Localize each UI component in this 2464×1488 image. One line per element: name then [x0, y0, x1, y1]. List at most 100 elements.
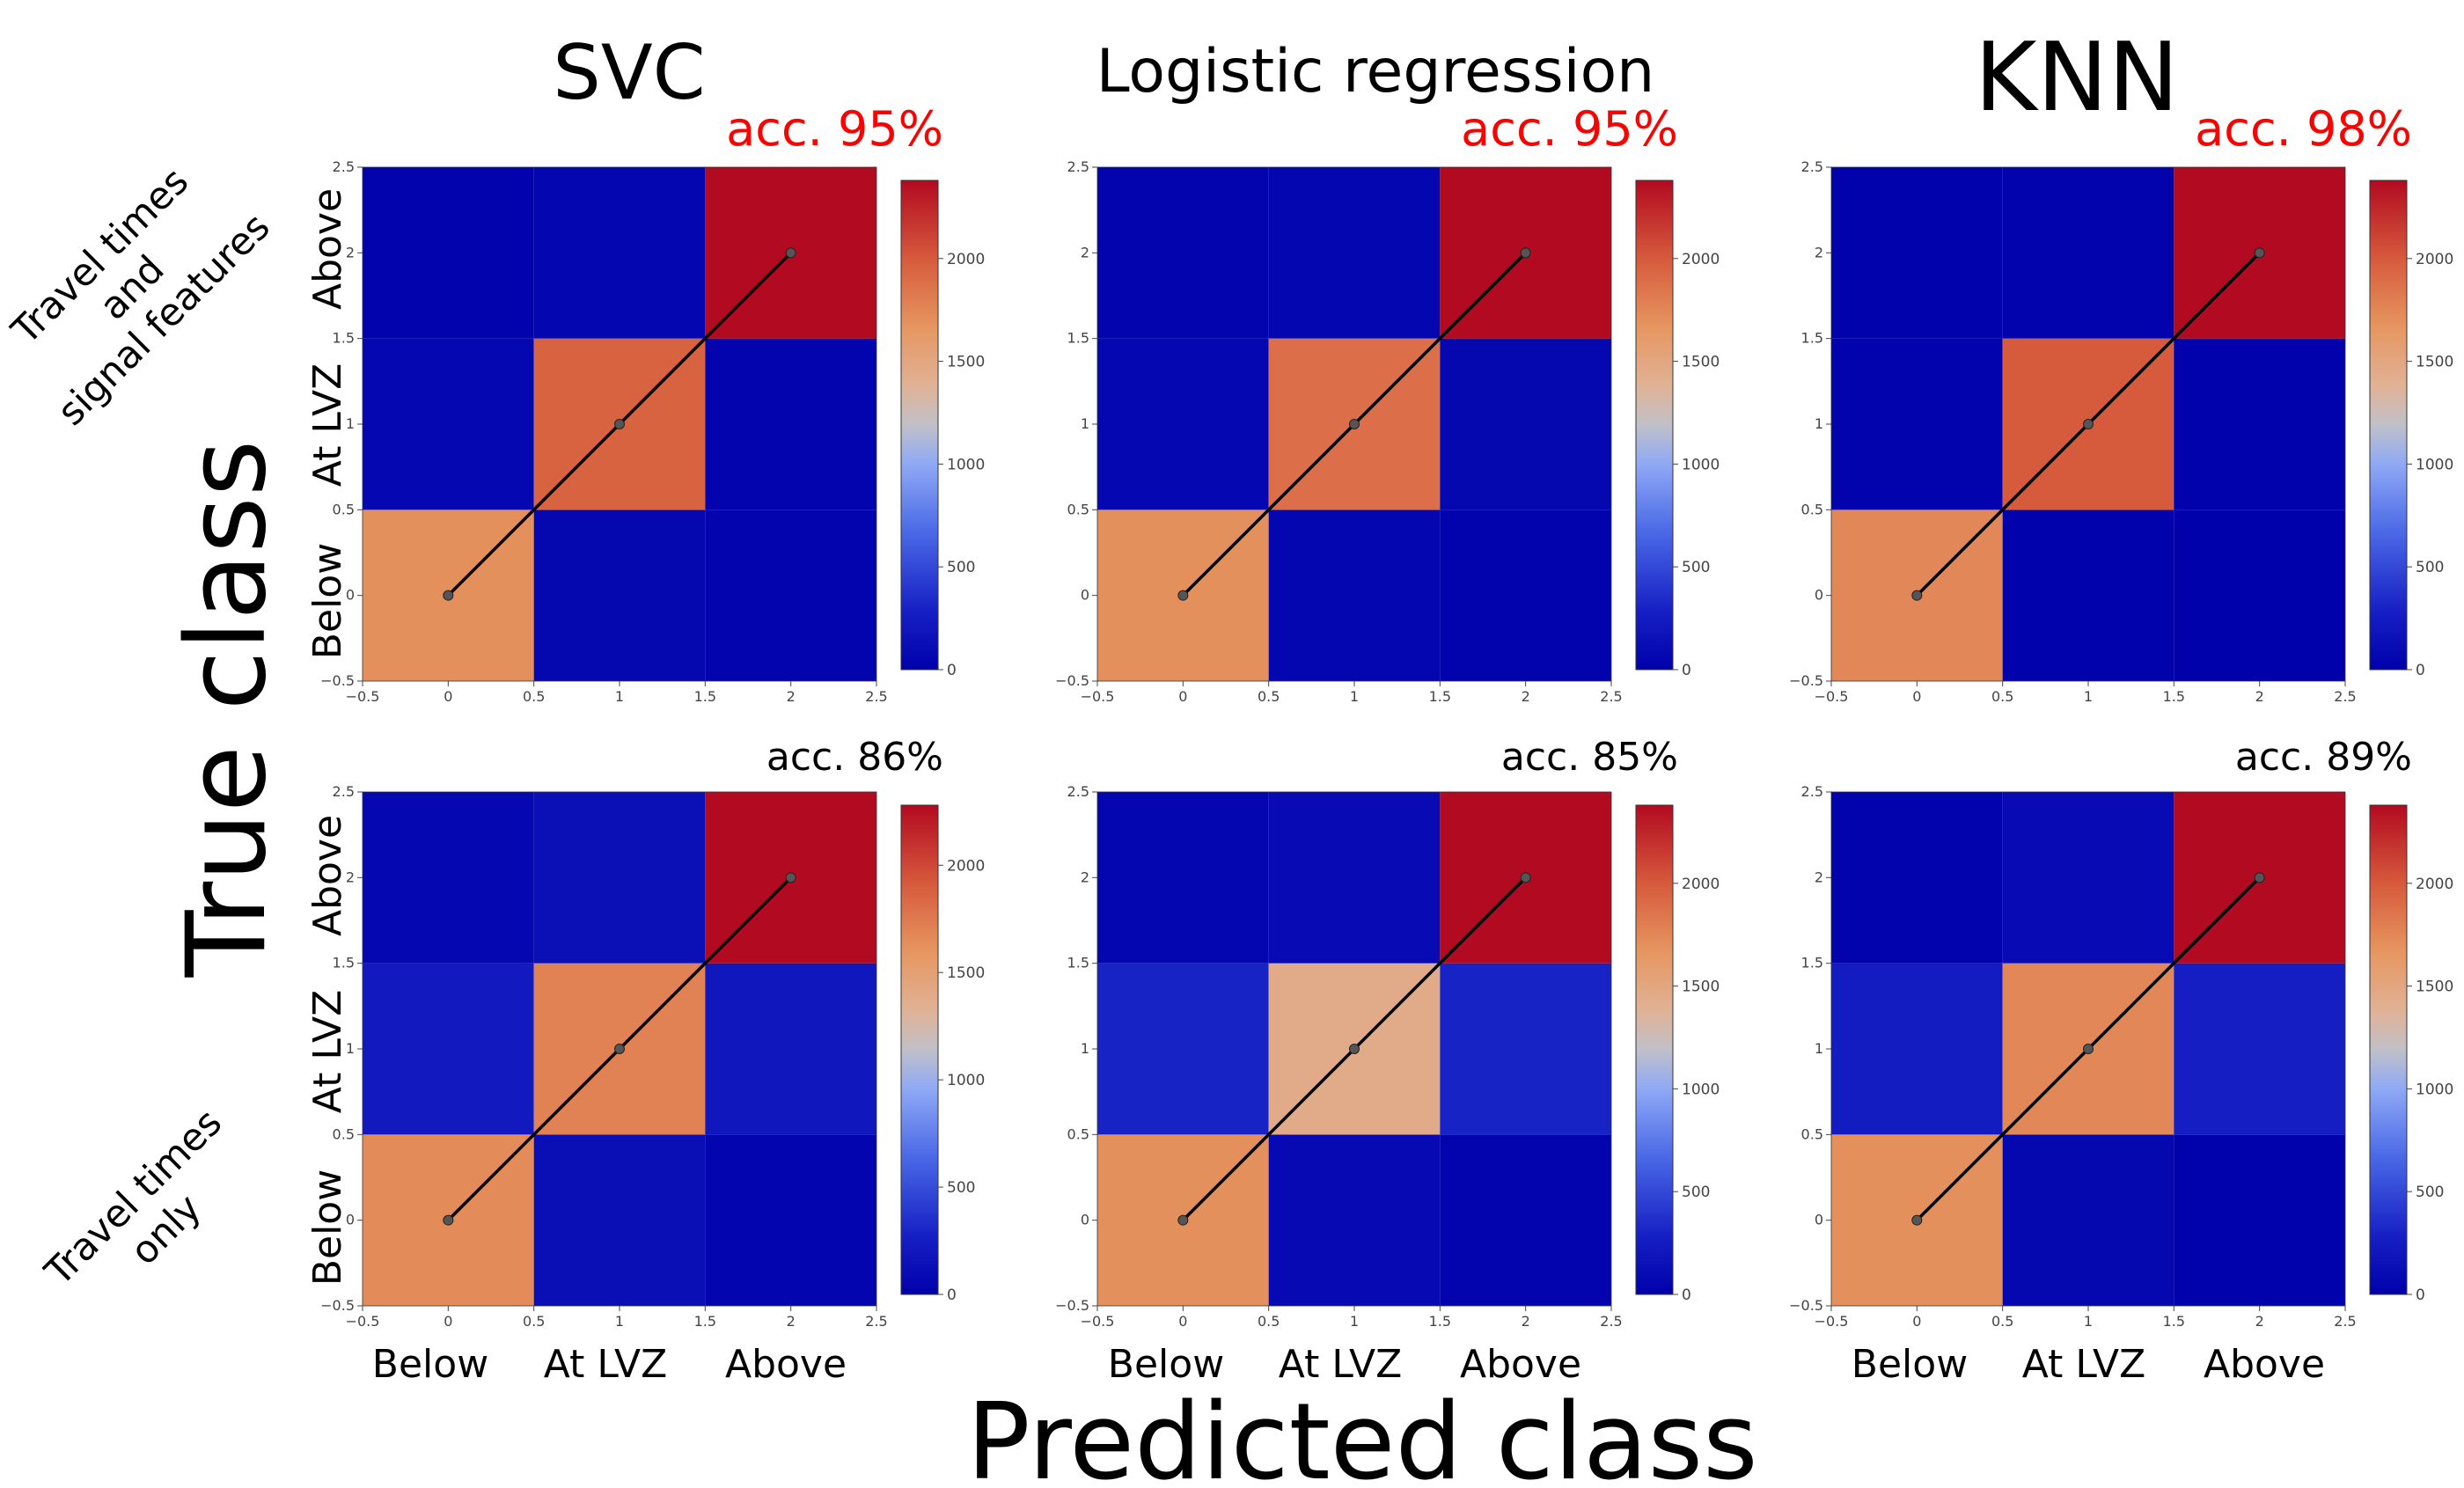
- colorbar-tick-label: 2000: [1682, 876, 1720, 893]
- x-class-labels-col1: Below At LVZ Above: [372, 1342, 847, 1387]
- heatmap-cell: [363, 167, 534, 339]
- y-tick-label: −0.5: [1789, 1297, 1823, 1314]
- heatmap-cell: [2002, 1134, 2174, 1306]
- heatmap-cell: [533, 509, 706, 681]
- colorbar-tick-label: 2000: [2416, 251, 2453, 268]
- y-tick-label: 0.5: [1067, 1125, 1089, 1142]
- y-tick-label: 0: [346, 587, 355, 604]
- x-class-label-at-lvz: At LVZ: [2022, 1342, 2146, 1387]
- x-class-labels-col2: Below At LVZ Above: [1108, 1342, 1581, 1387]
- y-tick-label: 0: [1815, 1212, 1823, 1228]
- diagonal-point: [443, 1214, 454, 1226]
- heatmap-cell: [705, 963, 876, 1135]
- x-tick-label: 1: [1350, 1313, 1359, 1330]
- x-class-label-at-lvz: At LVZ: [544, 1342, 668, 1387]
- confusion-matrix-panel-1: −0.5−0.5 0 0 0.5 0.5 1 1 1.5 1.5 2 2 2.5 2.5 0 500 1000…: [320, 101, 985, 705]
- x-tick-label: 0: [444, 1313, 452, 1330]
- diagonal-point: [2254, 247, 2265, 259]
- accuracy-label: acc. 86%: [766, 735, 943, 780]
- colorbar-tick-label: 0: [1682, 662, 1691, 679]
- heatmap-cell: [363, 338, 534, 510]
- heatmap-cell: [1831, 338, 2003, 510]
- accuracy-label: acc. 95%: [1461, 101, 1678, 157]
- heatmap-cell: [1268, 509, 1441, 681]
- y-class-label-below: Below: [305, 1169, 350, 1286]
- x-tick-label: 2.5: [2334, 1313, 2356, 1330]
- y-class-label-at-lvz: At LVZ: [305, 990, 350, 1114]
- confusion-matrix-panel-6: −0.5−0.5 0 0 0.5 0.5 1 1 1.5 1.5 2 2 2.5 2.5 0 500 1000…: [1789, 735, 2453, 1330]
- x-tick-label: −0.5: [346, 688, 380, 705]
- colorbar-tick-label: 1000: [1682, 1081, 1720, 1098]
- diagonal-point: [443, 590, 454, 601]
- x-tick-label: 2: [2255, 1313, 2264, 1330]
- y-tick-label: 2: [1081, 869, 1089, 885]
- y-tick-label: 1.5: [333, 955, 355, 971]
- x-tick-label: −0.5: [1081, 688, 1115, 705]
- x-tick-label: −0.5: [1815, 1313, 1849, 1330]
- colorbar-tick-label: 1000: [947, 1072, 985, 1089]
- heatmap-cell: [1268, 1134, 1441, 1306]
- heatmap-cell: [705, 1134, 876, 1306]
- colorbar-tick-label: 500: [2416, 559, 2444, 576]
- y-tick-label: 0.5: [1801, 501, 1823, 517]
- heatmap-cell: [1268, 792, 1441, 964]
- heatmap-cell: [2002, 167, 2174, 339]
- x-tick-label: 0.5: [1258, 688, 1280, 705]
- y-tick-label: 2.5: [333, 783, 355, 800]
- y-tick-label: 0.5: [333, 501, 355, 517]
- row-label-top-line-3: signal features: [49, 205, 279, 435]
- heatmap-cell: [2002, 509, 2174, 681]
- colorbar-tick-label: 2000: [1682, 251, 1720, 268]
- colorbar-tick-label: 1000: [2416, 1081, 2453, 1098]
- x-tick-label: 1.5: [2163, 1313, 2185, 1330]
- x-class-label-above: Above: [725, 1342, 847, 1387]
- x-tick-label: 1: [2084, 1313, 2093, 1330]
- row-label-bottom: Travel times only: [36, 1101, 231, 1295]
- heatmap-cell: [1831, 792, 2003, 964]
- x-class-label-at-lvz: At LVZ: [1279, 1342, 1403, 1387]
- colorbar-tick-label: 0: [2416, 662, 2425, 679]
- colorbar-tick-label: 2000: [947, 857, 985, 875]
- colorbar-tick-label: 0: [947, 662, 957, 679]
- heatmap-cell: [705, 509, 876, 681]
- diagonal-point: [1520, 247, 1531, 259]
- diagonal-point: [1520, 872, 1531, 883]
- diagonal-point: [2254, 872, 2265, 883]
- colorbar: [1635, 804, 1674, 1295]
- y-tick-label: 0.5: [1067, 501, 1089, 517]
- heatmap-cell: [533, 1134, 706, 1306]
- heatmap-cell: [533, 792, 706, 964]
- x-tick-label: 1.5: [694, 688, 716, 705]
- confusion-matrix-panel-4: −0.5−0.5 0 0 0.5 0.5 1 1 1.5 1.5 2 2 2.5 2.5 0 500 1000…: [320, 735, 985, 1330]
- x-tick-label: 1.5: [2163, 688, 2185, 705]
- heatmap-cell: [2174, 963, 2345, 1135]
- colorbar-tick-label: 1500: [947, 354, 985, 371]
- y-class-label-below: Below: [305, 543, 350, 659]
- x-class-label-below: Below: [1852, 1342, 1968, 1387]
- colorbar-tick-label: 1500: [947, 964, 985, 982]
- y-tick-label: 1.5: [1067, 330, 1089, 347]
- x-class-label-below: Below: [1108, 1342, 1224, 1387]
- colorbar: [2369, 180, 2408, 671]
- y-tick-label: 1: [1815, 415, 1823, 432]
- y-tick-label: −0.5: [1055, 672, 1089, 689]
- colorbar-tick-label: 500: [947, 559, 975, 576]
- x-tick-label: 2: [1522, 688, 1530, 705]
- x-tick-label: 2.5: [2334, 688, 2356, 705]
- accuracy-label: acc. 95%: [726, 101, 943, 157]
- diagonal-point: [1349, 1044, 1360, 1054]
- x-tick-label: 2: [2255, 688, 2264, 705]
- y-class-label-above: Above: [305, 815, 350, 936]
- colorbar: [900, 180, 939, 671]
- heatmap-cell: [533, 167, 706, 339]
- heatmap-cell: [2002, 792, 2174, 964]
- x-tick-label: 0: [1912, 688, 1921, 705]
- colorbar: [1635, 180, 1674, 671]
- accuracy-label: acc. 85%: [1501, 735, 1678, 780]
- heatmap-cell: [705, 338, 876, 510]
- x-tick-label: 0: [444, 688, 452, 705]
- confusion-matrix-panel-2: −0.5−0.5 0 0 0.5 0.5 1 1 1.5 1.5 2 2 2.5 2.5 0 500 1000…: [1055, 101, 1720, 705]
- x-tick-label: 2.5: [1600, 688, 1622, 705]
- diagonal-point: [1177, 1214, 1189, 1226]
